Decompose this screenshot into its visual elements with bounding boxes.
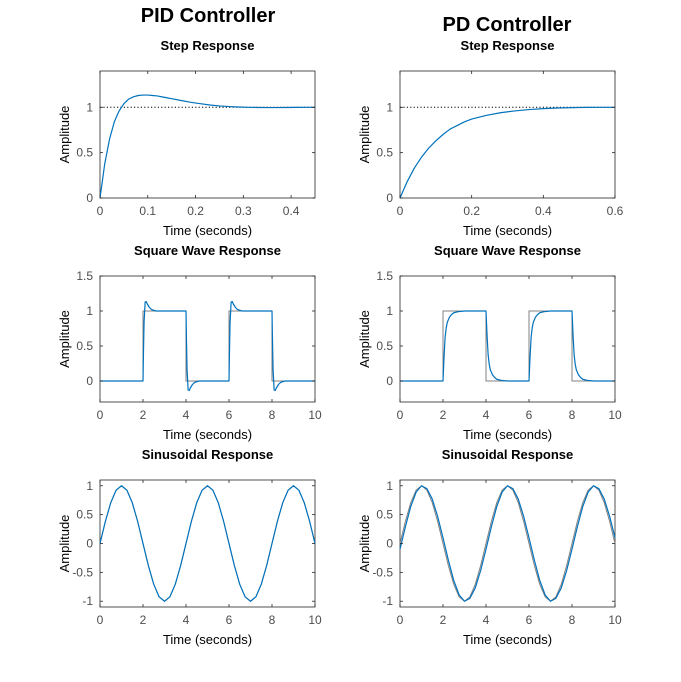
response-line	[400, 310, 615, 382]
y-tick-label: 0.5	[76, 339, 93, 353]
pid-sine-panel: 0 2 4 6 8 10 -1 -0.5 0 0.5 1 Sinusoidal Response Tim…	[57, 447, 322, 647]
y-tick-label: 0	[86, 537, 93, 551]
y-tick-label: 0.5	[376, 339, 393, 353]
x-axis-label: Time (seconds)	[163, 223, 252, 238]
plot-area	[399, 479, 616, 608]
x-tick-label: 0.1	[139, 204, 156, 218]
y-tick-label: 1	[86, 100, 93, 114]
pid-step-panel: 0 0.1 0.2 0.3 0.4 0 0.5 1 Step Response Time (sec…	[57, 38, 316, 238]
pd-step-panel: 0 0.2 0.4 0.6 0 0.5 1 Step Response Time (second…	[357, 38, 624, 238]
x-axis-label: Time (seconds)	[163, 427, 252, 442]
y-tick-label: 0.5	[376, 508, 393, 522]
panel-title: Sinusoidal Response	[142, 447, 273, 462]
panel-title: Square Wave Response	[134, 243, 281, 258]
y-tick-label: 0	[386, 191, 393, 205]
x-tick-label: 0	[97, 204, 104, 218]
x-tick-label: 4	[183, 408, 190, 422]
x-tick-label: 0	[397, 613, 404, 627]
y-tick-label: 1.5	[76, 269, 93, 283]
y-tick-label: -1	[82, 594, 93, 608]
plot-area	[99, 70, 316, 199]
x-tick-label: 0	[97, 613, 104, 627]
response-line	[399, 485, 616, 602]
response-line	[399, 106, 615, 199]
x-tick-label: 8	[269, 613, 276, 627]
pd-sine-panel: 0 2 4 6 8 10 -1 -0.5 0 0.5 1 Sinusoidal Response Tim…	[357, 447, 622, 647]
x-tick-label: 0	[97, 408, 104, 422]
x-tick-label: 10	[608, 408, 622, 422]
response-line	[100, 300, 315, 392]
y-axis-label: Amplitude	[357, 310, 372, 368]
y-tick-label: 1	[386, 479, 393, 493]
panel-title: Square Wave Response	[434, 243, 581, 258]
pid-controller-title: PID Controller	[140, 5, 276, 27]
y-tick-label: 0.5	[376, 146, 393, 160]
plot-area	[99, 275, 316, 403]
x-tick-label: 6	[226, 613, 233, 627]
response-line	[99, 485, 316, 602]
x-tick-label: 0.2	[463, 204, 480, 218]
y-tick-label: 0	[386, 374, 393, 388]
y-tick-label: 0	[86, 374, 93, 388]
x-tick-label: 4	[483, 613, 490, 627]
x-tick-label: 0.6	[607, 204, 624, 218]
y-tick-label: 0	[386, 537, 393, 551]
x-tick-label: 8	[569, 408, 576, 422]
pd-square-panel: 0 2 4 6 8 10 0 0.5 1 1.5 Square Wave Response Time …	[357, 243, 622, 442]
x-tick-label: 0.2	[187, 204, 204, 218]
x-tick-label: 8	[569, 613, 576, 627]
y-tick-label: 1	[386, 304, 393, 318]
x-tick-label: 2	[140, 408, 147, 422]
y-axis-label: Amplitude	[357, 515, 372, 573]
panel-title: Sinusoidal Response	[442, 447, 573, 462]
y-tick-label: -1	[382, 594, 393, 608]
x-tick-label: 2	[140, 613, 147, 627]
y-tick-label: 1	[86, 479, 93, 493]
x-tick-label: 0.4	[283, 204, 300, 218]
x-axis-label: Time (seconds)	[163, 632, 252, 647]
panel-title: Step Response	[461, 38, 555, 53]
x-tick-label: 0	[397, 204, 404, 218]
x-tick-label: 6	[526, 408, 533, 422]
y-axis-label: Amplitude	[57, 106, 72, 164]
response-line	[99, 94, 315, 199]
x-tick-label: 0	[397, 408, 404, 422]
x-tick-label: 2	[440, 613, 447, 627]
x-tick-label: 2	[440, 408, 447, 422]
panel-title: Step Response	[161, 38, 255, 53]
y-tick-label: -0.5	[372, 565, 393, 579]
x-tick-label: 10	[308, 408, 322, 422]
x-tick-label: 0.4	[535, 204, 552, 218]
x-tick-label: 10	[608, 613, 622, 627]
y-axis-label: Amplitude	[57, 310, 72, 368]
x-tick-label: 6	[226, 408, 233, 422]
x-tick-label: 10	[308, 613, 322, 627]
x-axis-label: Time (seconds)	[463, 223, 552, 238]
x-tick-label: 8	[269, 408, 276, 422]
pid-square-panel: 0 2 4 6 8 10 0 0.5 1 1.5 Square Wave Response Time …	[57, 243, 322, 442]
y-tick-label: 1	[386, 100, 393, 114]
y-tick-label: 1.5	[376, 269, 393, 283]
y-tick-label: 0.5	[76, 146, 93, 160]
pd-controller-title: PD Controller	[442, 14, 572, 36]
y-axis-label: Amplitude	[57, 515, 72, 573]
x-tick-label: 4	[183, 613, 190, 627]
y-axis-label: Amplitude	[357, 106, 372, 164]
y-tick-label: 1	[86, 304, 93, 318]
x-tick-label: 4	[483, 408, 490, 422]
x-axis-label: Time (seconds)	[463, 632, 552, 647]
x-axis-label: Time (seconds)	[463, 427, 552, 442]
plot-area	[399, 70, 616, 199]
x-tick-label: 0.3	[235, 204, 252, 218]
y-tick-label: -0.5	[72, 565, 93, 579]
y-tick-label: 0	[86, 191, 93, 205]
plot-area	[99, 479, 316, 608]
y-tick-label: 0.5	[76, 508, 93, 522]
plot-area	[399, 275, 616, 403]
x-tick-label: 6	[526, 613, 533, 627]
